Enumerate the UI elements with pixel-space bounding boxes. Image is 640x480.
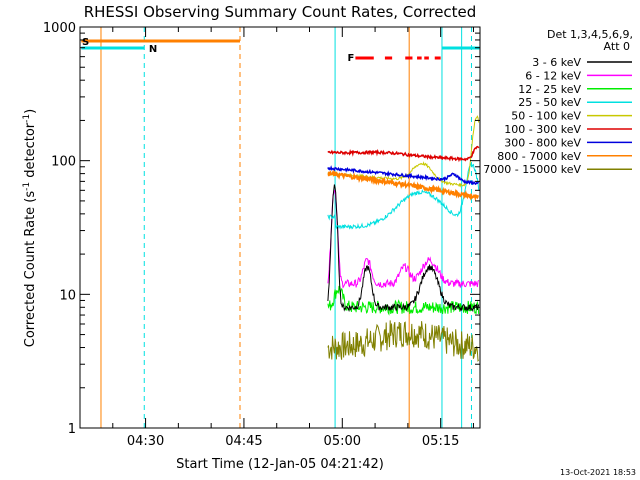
- legend-header-line2: Att 0: [604, 40, 630, 53]
- plot-frame: [79, 26, 481, 429]
- y-axis-label: Corrected Count Rate (s-1 detector-1): [22, 109, 38, 347]
- series-3: [327, 163, 480, 230]
- x-tick-label: 04:30: [127, 434, 164, 449]
- series-line: [327, 145, 480, 163]
- series-8: [327, 320, 480, 363]
- legend-label: 7000 - 15000 keV: [483, 163, 581, 176]
- x-axis-label: Start Time (12-Jan-05 04:21:42): [176, 457, 384, 472]
- flags: S N F: [81, 37, 480, 64]
- plot-area: S N F: [81, 27, 480, 428]
- saa-flag-label: S: [82, 37, 89, 48]
- y-tick-label: 10: [59, 288, 76, 303]
- series-line: [327, 184, 480, 313]
- series-line: [327, 189, 480, 289]
- legend-label: 50 - 100 keV: [511, 110, 581, 123]
- y-tick-label: 100: [51, 155, 76, 170]
- series-line: [327, 169, 479, 202]
- legend-label: 100 - 300 keV: [504, 123, 581, 136]
- series-line: [327, 165, 480, 186]
- series-6: [327, 165, 480, 186]
- flare-flag-label: F: [348, 53, 355, 64]
- series-5: [327, 145, 480, 163]
- night-flag-label: N: [149, 44, 157, 55]
- legend-label: 3 - 6 keV: [532, 56, 581, 69]
- series-line: [327, 320, 480, 363]
- x-axis: 04:30 04:45 05:00 05:15: [112, 27, 474, 449]
- x-tick-label: 05:15: [422, 434, 459, 449]
- timestamp: 13-Oct-2021 18:53: [560, 468, 636, 477]
- x-tick-label: 05:00: [324, 434, 361, 449]
- series-0: [327, 184, 480, 313]
- legend-label: 6 - 12 keV: [525, 69, 581, 82]
- legend-label: 12 - 25 keV: [518, 83, 581, 96]
- series-line: [327, 163, 480, 230]
- y-axis: 1 10 100 1000: [43, 21, 480, 437]
- legend-header-line1: Det 1,3,4,5,6,9,: [547, 28, 633, 41]
- series-1: [327, 189, 480, 289]
- y-tick-label: 1000: [43, 21, 76, 36]
- y-tick-label: 1: [68, 422, 76, 437]
- legend-label: 300 - 800 keV: [504, 136, 581, 149]
- x-tick-label: 04:45: [225, 434, 262, 449]
- legend-label: 25 - 50 keV: [518, 96, 581, 109]
- series-7: [327, 169, 479, 202]
- chart-title: RHESSI Observing Summary Count Rates, Co…: [84, 3, 477, 21]
- legend-label: 800 - 7000 keV: [497, 150, 581, 163]
